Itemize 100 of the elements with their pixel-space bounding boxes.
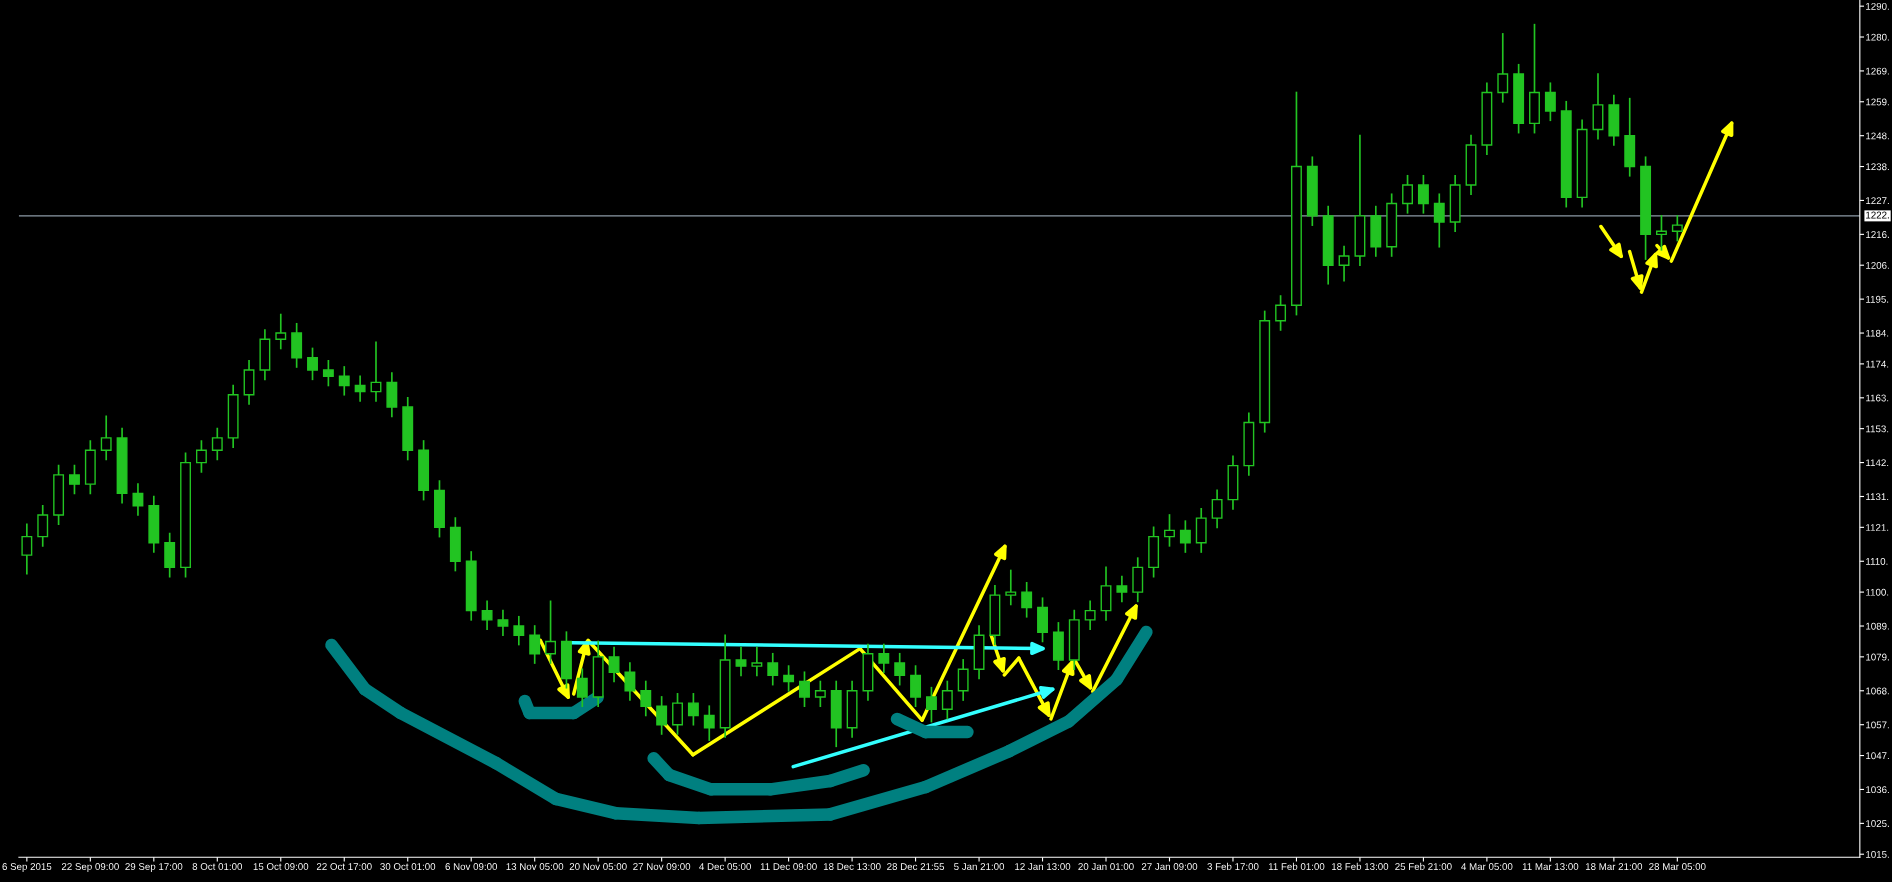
candlestick	[687, 693, 699, 726]
y-tick-label: 1142.	[1866, 459, 1889, 467]
y-tick-label: 1089.	[1866, 622, 1889, 630]
candlestick	[703, 705, 715, 741]
y-tick-label: 1280.	[1866, 33, 1889, 41]
x-tick-label: 29 Sep 17:00	[125, 863, 183, 872]
x-tick-label: 15 Oct 09:00	[253, 863, 309, 870]
candlestick	[767, 652, 779, 686]
candlestick	[354, 375, 366, 402]
x-tick-label: 28 Dec 21:55	[887, 863, 945, 870]
ref-line-label: 1222.	[1866, 211, 1889, 219]
candlestick	[338, 366, 350, 396]
x-tick-label: 18 Feb 13:00	[1332, 862, 1389, 870]
candlestick	[878, 643, 890, 674]
y-tick-label: 1131.	[1866, 493, 1889, 501]
candlestick	[1671, 215, 1683, 242]
x-tick-label: 11 Dec 09:00	[760, 863, 817, 870]
candlestick	[1417, 174, 1429, 214]
candlestick	[37, 504, 49, 547]
x-tick-label: 18 Dec 13:00	[823, 863, 881, 870]
candlestick	[1497, 33, 1509, 103]
y-tick-label: 1163.	[1866, 394, 1889, 402]
x-tick-label: 27 Jan 09:00	[1141, 863, 1198, 870]
x-tick-label: 4 Mar 05:00	[1461, 863, 1513, 870]
x-tick-label: 6 Sep 2015	[2, 863, 52, 872]
candlestick	[69, 464, 80, 495]
x-tick-label: 3 Feb 17:00	[1207, 862, 1259, 870]
candlestick	[211, 427, 223, 461]
x-tick-label: 22 Sep 09:00	[61, 863, 119, 872]
x-tick-label: 12 Jan 13:00	[1015, 863, 1071, 870]
candlestick	[1164, 514, 1175, 547]
candlestick	[1402, 174, 1413, 214]
candlestick	[814, 680, 826, 708]
x-tick-label: 11 Feb 01:00	[1268, 862, 1325, 870]
y-tick-label: 1036.	[1866, 786, 1889, 794]
y-tick-label: 1269.	[1866, 67, 1889, 75]
y-tick-label: 1015.	[1866, 850, 1889, 858]
candlestick	[1021, 582, 1033, 618]
candlestick	[656, 696, 668, 735]
candlestick	[1179, 520, 1191, 553]
y-tick-label: 1153.	[1866, 425, 1889, 433]
candlestick	[751, 646, 763, 677]
x-tick-label: 20 Nov 05:00	[569, 863, 627, 870]
y-tick-label: 1110.	[1866, 557, 1888, 565]
y-tick-label: 1238.	[1866, 163, 1889, 171]
y-tick-label: 1174.	[1866, 360, 1889, 368]
candlestick	[513, 615, 525, 646]
candlestick	[132, 483, 144, 516]
candlestick	[925, 686, 937, 723]
candlestick	[545, 600, 557, 664]
candlestick	[322, 359, 334, 387]
y-tick-label: 1259.	[1866, 98, 1889, 106]
candlestick	[910, 665, 922, 708]
x-tick-label: 5 Jan 21:00	[954, 863, 1005, 870]
candlestick	[21, 523, 33, 575]
x-tick-label: 30 Oct 01:00	[380, 863, 436, 870]
candlestick	[941, 680, 953, 720]
y-tick-label: 1079.	[1866, 653, 1889, 661]
candlestick	[1338, 245, 1350, 282]
x-tick-label: 8 Oct 01:00	[192, 863, 243, 870]
y-tick-label: 1121.	[1866, 524, 1889, 531]
x-tick-label: 27 Nov 09:00	[633, 863, 691, 870]
candlestick	[783, 665, 795, 692]
y-tick-label: 1206.	[1866, 261, 1889, 269]
candlestick	[1005, 569, 1017, 606]
candlestick	[1211, 489, 1223, 529]
y-tick-label: 1195.	[1866, 295, 1889, 303]
candlestick	[799, 671, 810, 708]
x-tick-label: 4 Dec 05:00	[699, 863, 751, 870]
x-tick-label: 25 Feb 21:00	[1395, 862, 1452, 870]
candlestick	[1433, 193, 1445, 248]
y-tick-label: 1216.	[1866, 231, 1889, 238]
y-tick-label: 1057.	[1866, 721, 1889, 729]
candlestick	[195, 440, 207, 473]
candlestick	[957, 659, 969, 701]
candlestick	[735, 646, 747, 677]
candlestick	[1084, 600, 1096, 630]
candlestick	[640, 680, 652, 717]
candlestick	[307, 347, 318, 381]
candlestick	[100, 415, 112, 461]
x-tick-label: 11 Mar 13:00	[1522, 863, 1579, 870]
y-tick-label: 1184.	[1866, 329, 1889, 337]
x-tick-label: 13 Nov 05:00	[506, 863, 564, 870]
candlestick	[576, 668, 588, 708]
candlestick	[1544, 82, 1556, 122]
candlestick	[529, 625, 541, 664]
candlestick	[275, 313, 287, 350]
candlestick	[894, 652, 906, 686]
x-tick-label: 20 Jan 01:00	[1078, 863, 1134, 870]
candlestick	[624, 662, 636, 701]
y-tick-label: 1047.	[1866, 752, 1889, 760]
x-tick-label: 22 Oct 17:00	[316, 863, 372, 870]
y-tick-label: 1290.	[1866, 2, 1889, 10]
y-tick-label: 1227.	[1866, 197, 1889, 204]
y-tick-label: 1025.	[1866, 820, 1889, 827]
candlestick	[608, 646, 620, 683]
y-tick-label: 1100.	[1866, 588, 1889, 596]
x-tick-label: 28 Mar 05:00	[1649, 863, 1706, 870]
y-tick-label: 1068.	[1866, 687, 1889, 695]
x-tick-label: 6 Nov 09:00	[445, 863, 498, 870]
